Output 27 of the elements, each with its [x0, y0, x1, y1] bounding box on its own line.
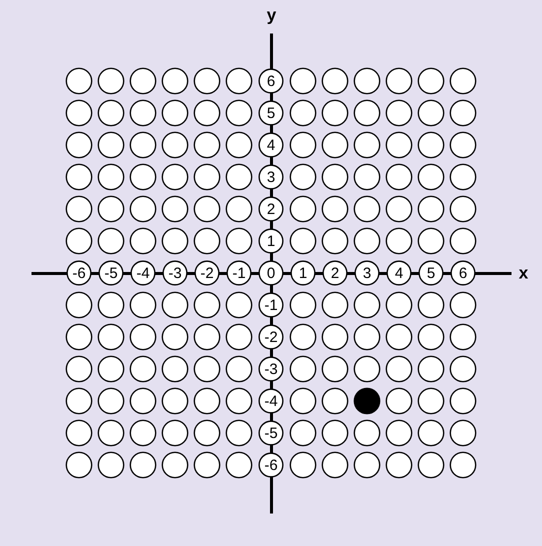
x-tick-label: -1: [232, 265, 246, 282]
y-tick-label: -1: [264, 297, 278, 314]
x-tick-label: -4: [136, 265, 150, 282]
x-tick-label: 3: [362, 265, 372, 282]
x-tick-label: -3: [168, 265, 182, 282]
y-axis-title: y: [266, 6, 277, 24]
y-tick-label: 6: [266, 73, 276, 90]
x-tick-label: 6: [458, 265, 468, 282]
x-tick-label: -6: [72, 265, 86, 282]
y-tick-label: -5: [264, 425, 278, 442]
y-tick-label: 1: [266, 233, 276, 250]
y-tick-label: 5: [266, 105, 276, 122]
y-tick-label: -4: [264, 393, 278, 410]
x-tick-label: 1: [298, 265, 308, 282]
x-tick-label: 5: [426, 265, 436, 282]
x-tick-label: 0: [266, 265, 276, 282]
x-tick-label: -2: [200, 265, 214, 282]
y-tick-label: -6: [264, 457, 278, 474]
y-tick-label: 4: [266, 137, 276, 154]
y-tick-label: 3: [266, 169, 276, 186]
y-tick-label: 2: [266, 201, 276, 218]
x-axis-title: x: [518, 264, 529, 282]
y-tick-label: -3: [264, 361, 278, 378]
x-tick-label: -5: [104, 265, 118, 282]
x-tick-label: 2: [330, 265, 340, 282]
y-tick-label: -2: [264, 329, 278, 346]
x-tick-label: 4: [394, 265, 404, 282]
